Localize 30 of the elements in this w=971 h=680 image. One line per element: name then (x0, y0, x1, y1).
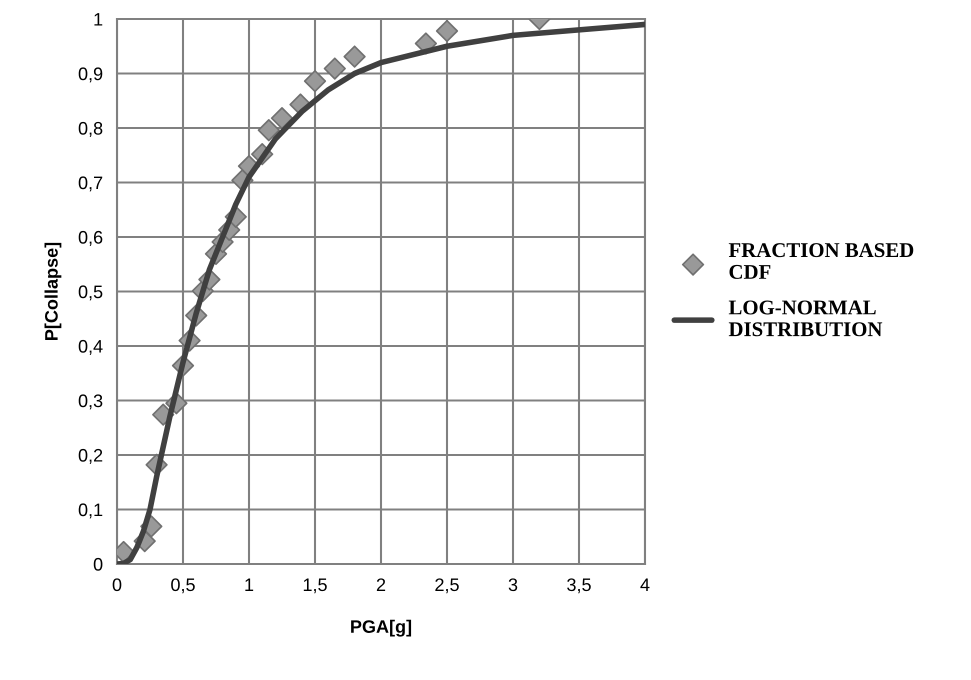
legend-label: FRACTION BASED CDF (728, 243, 914, 279)
point (436, 20, 458, 42)
y-tick-label: 0 (94, 558, 102, 571)
x-axis-title: PGA[g] (351, 620, 412, 637)
y-tick-label: 0,9 (78, 67, 102, 82)
x-tick-label: 3,5 (567, 578, 591, 594)
x-tick-label: 2 (376, 578, 386, 591)
x-tick-label: 0 (112, 578, 122, 592)
point (270, 107, 294, 130)
y-tick-label: 0,7 (78, 176, 102, 192)
point (258, 119, 280, 142)
y-axis-title: P[Collapse] (44, 242, 62, 340)
y-tick-label: 0,1 (78, 503, 102, 518)
x-tick-label: 1,5 (304, 578, 327, 594)
x-tick-label: 3 (508, 578, 518, 592)
x-tick-label: 4 (640, 578, 650, 591)
y-tick-label: 0,6 (78, 230, 102, 246)
x-tick-label: 1 (245, 578, 254, 591)
y-tick-label: 0,3 (78, 394, 102, 410)
x-tick-label: 0,5 (171, 578, 195, 594)
y-tick-label: 0,8 (78, 122, 102, 137)
y-tick-label: 0,5 (78, 285, 102, 300)
y-tick-label: 0,4 (78, 340, 103, 355)
x-tick-label: 2,5 (435, 578, 459, 594)
point (304, 70, 326, 92)
point (324, 57, 346, 80)
point (343, 45, 366, 68)
legend-label: LOG-NORMAL DISTRIBUTION (728, 300, 882, 336)
y-tick-label: 1 (94, 13, 102, 26)
y-tick-label: 0,2 (78, 448, 102, 464)
